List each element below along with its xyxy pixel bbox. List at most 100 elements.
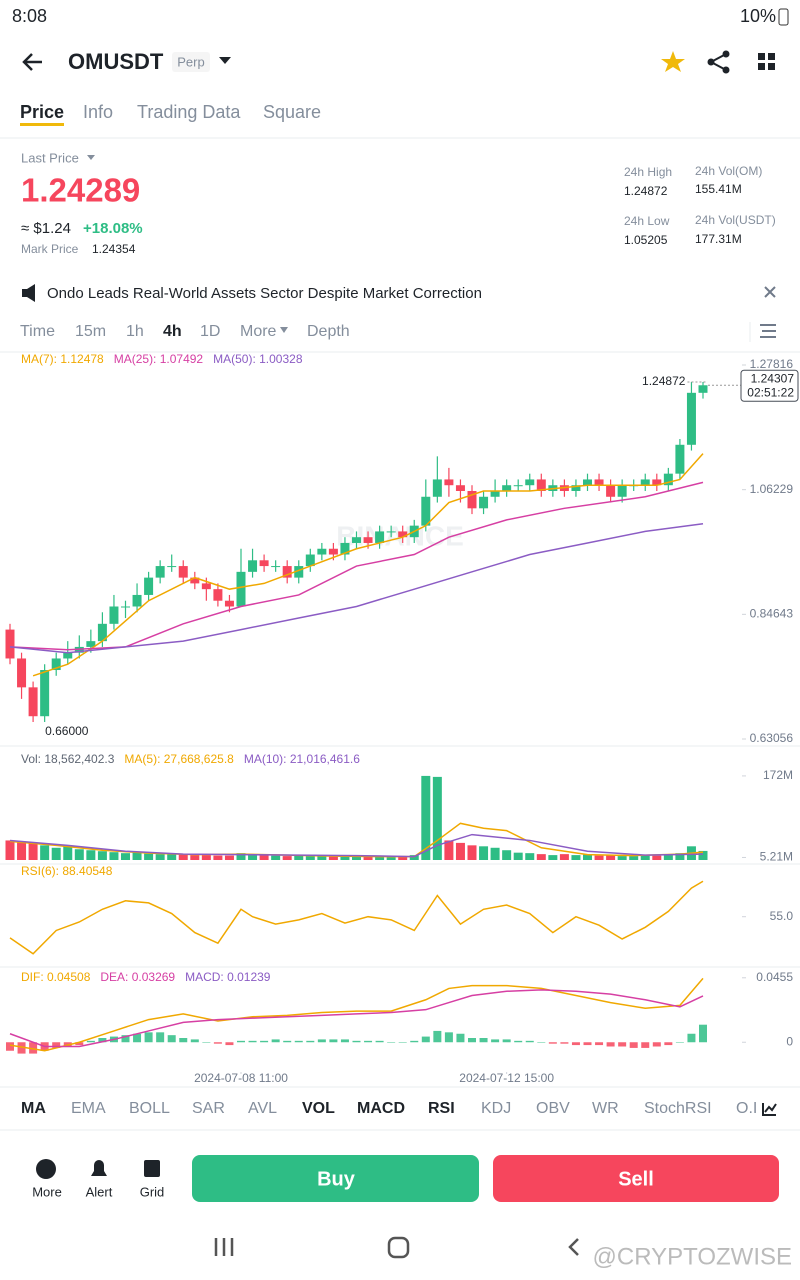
- more-icon[interactable]: [36, 1159, 56, 1179]
- candle-body: [386, 531, 396, 533]
- indicator-tab[interactable]: SAR: [192, 1100, 225, 1117]
- last-price-box: [740, 369, 799, 402]
- macd-bar: [271, 1039, 280, 1043]
- y-tick-label: 0: [786, 1034, 793, 1048]
- share[interactable]: [707, 50, 730, 74]
- grid-icon[interactable]: [144, 1160, 160, 1177]
- volume-bar: [409, 855, 419, 860]
- macd-bar: [260, 1040, 269, 1043]
- volume-bar: [479, 846, 489, 860]
- legend-entry: DEA: 0.03269: [100, 970, 175, 984]
- indicator-tab[interactable]: BOLL: [129, 1100, 170, 1117]
- volume-bar: [155, 854, 165, 860]
- interval[interactable]: Time: [20, 323, 55, 340]
- macd-bar: [479, 1038, 488, 1043]
- nav-recent[interactable]: [214, 1238, 234, 1256]
- close-news[interactable]: [764, 286, 776, 298]
- candle-body: [536, 479, 546, 491]
- mark-price: 1.24354: [92, 242, 136, 256]
- chart-settings[interactable]: [760, 324, 776, 338]
- legend-entry: MA(10): 21,016,461.6: [244, 752, 360, 766]
- tab[interactable]: Square: [263, 102, 321, 122]
- symbol-dropdown[interactable]: [219, 57, 231, 64]
- x-tick-label: 2024-07-12 15:00: [459, 1071, 554, 1085]
- legend-entry: DIF: 0.04508: [21, 970, 91, 984]
- indicator-tab[interactable]: WR: [592, 1100, 619, 1117]
- action[interactable]: More: [32, 1184, 62, 1199]
- action[interactable]: Grid: [140, 1184, 165, 1199]
- favorite[interactable]: [661, 51, 685, 72]
- candle-body: [606, 485, 616, 497]
- macd-bar: [525, 1040, 534, 1043]
- macd-bar: [583, 1042, 592, 1046]
- volume-bar: [583, 854, 592, 860]
- interval[interactable]: 1h: [126, 323, 144, 340]
- candle-body: [86, 641, 96, 647]
- candle-body: [121, 606, 130, 608]
- volume-bar: [167, 854, 177, 860]
- interval[interactable]: More: [240, 323, 277, 340]
- legend-entry: MACD: 0.01239: [185, 970, 271, 984]
- interval[interactable]: Depth: [307, 323, 350, 340]
- macd-bar: [17, 1042, 26, 1054]
- layout[interactable]: [758, 53, 775, 70]
- buy-label[interactable]: Buy: [317, 1168, 356, 1190]
- y-tick-label: 5.21M: [760, 850, 793, 864]
- macd-bar: [618, 1042, 627, 1047]
- indicator-tab[interactable]: MACD: [357, 1100, 405, 1117]
- nav-home[interactable]: [387, 1236, 410, 1259]
- candle-body: [51, 658, 61, 671]
- indicator-tab[interactable]: O.I: [736, 1100, 757, 1117]
- nav-back[interactable]: [568, 1238, 579, 1256]
- tab[interactable]: Trading Data: [137, 102, 241, 122]
- sell-button[interactable]: [493, 1155, 779, 1202]
- y-tick-label: 172M: [763, 768, 793, 782]
- indicator-tab[interactable]: StochRSI: [644, 1100, 712, 1117]
- indicator-line: [9, 523, 704, 654]
- sell-label[interactable]: Sell: [618, 1168, 654, 1190]
- candle-body: [525, 479, 535, 486]
- volume-bar: [467, 845, 477, 860]
- news[interactable]: Ondo Leads Real-World Assets Sector Desp…: [47, 285, 482, 302]
- macd-bar: [317, 1039, 326, 1043]
- candle-body: [28, 687, 38, 717]
- indicator-line: [32, 453, 704, 677]
- macd-bar: [652, 1042, 661, 1047]
- volume-bar: [698, 850, 708, 860]
- candle-body: [190, 577, 200, 584]
- volume-bar: [294, 855, 304, 860]
- last-price: 1.24289: [21, 172, 140, 209]
- candle-body: [663, 473, 673, 486]
- tab[interactable]: Price: [20, 102, 64, 122]
- interval[interactable]: 4h: [163, 323, 182, 340]
- indicator-tab[interactable]: MA: [21, 1100, 46, 1117]
- volume-bar: [606, 855, 616, 860]
- back-button[interactable]: [22, 53, 42, 71]
- badge: Perp: [177, 54, 204, 69]
- buy-button[interactable]: [192, 1155, 479, 1202]
- candle-body: [328, 548, 338, 555]
- macd-bar: [190, 1039, 199, 1043]
- legend-entry: MA(7): 1.12478: [21, 352, 104, 366]
- badge-bg: [172, 52, 210, 72]
- alert-icon[interactable]: [91, 1160, 107, 1176]
- symbol[interactable]: OMUSDT: [68, 49, 164, 74]
- indicator-tab[interactable]: VOL: [302, 1100, 335, 1117]
- tab[interactable]: Info: [83, 102, 113, 122]
- indicator-tab[interactable]: EMA: [71, 1100, 106, 1117]
- stat-label: 24h Vol(USDT): [695, 213, 776, 227]
- indicator-tab[interactable]: AVL: [248, 1100, 277, 1117]
- macd-bar: [329, 1039, 338, 1043]
- y-tick-label: 55.0: [770, 909, 794, 923]
- interval[interactable]: 15m: [75, 323, 106, 340]
- action[interactable]: Alert: [86, 1184, 113, 1199]
- indicator-tab[interactable]: RSI: [428, 1100, 455, 1117]
- indicator-tab[interactable]: OBV: [536, 1100, 570, 1117]
- interval[interactable]: 1D: [200, 323, 220, 340]
- indicator-line: [9, 880, 704, 955]
- macd-bar: [283, 1040, 292, 1043]
- indicator-settings[interactable]: [762, 1103, 777, 1116]
- macd-bar: [537, 1042, 546, 1043]
- indicator-tab[interactable]: KDJ: [481, 1100, 511, 1117]
